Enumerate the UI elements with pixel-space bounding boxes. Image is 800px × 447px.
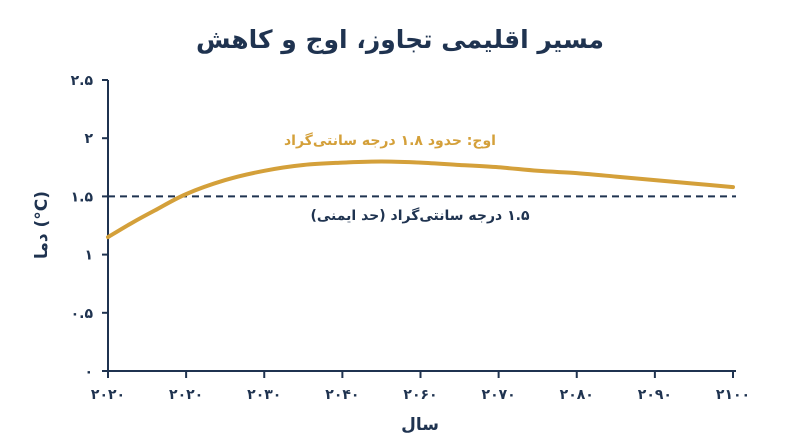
reference-line-label: ۱.۵ درجه سانتی‌گراد (حد ایمنی) [310, 207, 529, 224]
x-tick-label: ۲۰۳۰ [247, 387, 281, 403]
x-tick-label: ۲۰۲۰ [91, 387, 125, 403]
x-tick-label: ۲۰۴۰ [325, 387, 359, 403]
y-tick-label: ۲ [84, 131, 93, 147]
series-line-temperature [106, 159, 735, 240]
x-tick-label: ۲۰۸۰ [560, 387, 594, 403]
peak-annotation: اوج: حدود ۱.۸ درجه سانتی‌گراد [284, 132, 496, 149]
y-tick-label: ۰.۵ [71, 306, 94, 322]
x-tick-label: ۲۰۷۰ [482, 387, 516, 403]
x-tick-label: ۲۰۲۰ [169, 387, 203, 403]
y-axis-label: دما (°C) [32, 191, 52, 259]
x-tick-label: ۲۰۹۰ [638, 387, 672, 403]
x-tick-label: ۲۰۶۰ [403, 387, 437, 403]
y-tick-label: ۰ [84, 364, 93, 380]
y-axis-ticks: ۰ ۰.۵ ۱ ۱.۵ ۲ ۲.۵ [71, 73, 108, 380]
x-tick-label: ۲۱۰۰ [716, 387, 750, 403]
x-axis-ticks: ۲۰۲۰ ۲۰۲۰ ۲۰۳۰ ۲۰۴۰ ۲۰۶۰ ۲۰۷۰ ۲۰۸۰ ۲۰۹۰ ۲۱۰۰ [91, 371, 750, 403]
y-tick-label: ۱ [84, 248, 93, 264]
chart-title: مسیر اقلیمی تجاوز، اوج و کاهش [196, 25, 604, 55]
y-tick-label: ۲.۵ [71, 73, 94, 89]
y-tick-label: ۱.۵ [71, 189, 94, 205]
x-axis-label: سال [401, 415, 439, 435]
